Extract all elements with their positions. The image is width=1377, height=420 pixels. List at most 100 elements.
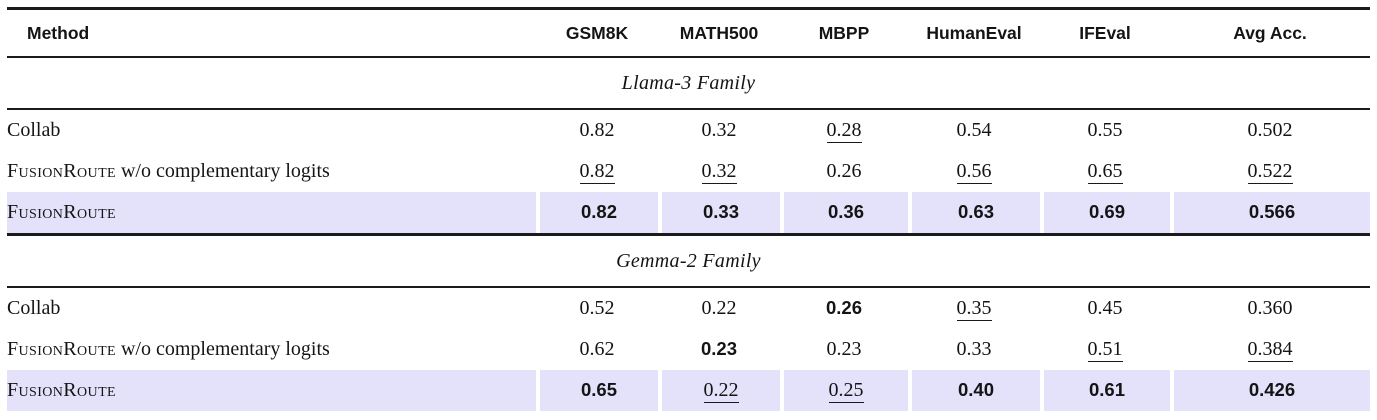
column-header-ifeval: IFEval: [1040, 7, 1170, 58]
value-cell: 0.52: [536, 288, 658, 329]
results-table: Method GSM8K MATH500 MBPP HumanEval IFEv…: [7, 7, 1370, 411]
value: 0.502: [1247, 119, 1293, 141]
value: 0.61: [1088, 379, 1125, 400]
value-cell: 0.26: [780, 151, 908, 192]
value: 0.384: [1247, 338, 1293, 362]
value-cell: 0.82: [536, 151, 658, 192]
value: 0.82: [580, 201, 617, 222]
value: 0.23: [700, 338, 737, 359]
value-cell: 0.51: [1040, 329, 1170, 370]
table-row: FusionRoute 0.82 0.33 0.36 0.63 0.69 0.566: [7, 192, 1370, 233]
section-header-row: Llama-3 Family: [7, 58, 1370, 110]
value-cell: 0.82: [536, 110, 658, 151]
value-cell: 0.23: [658, 329, 780, 370]
column-header-gsm8k: GSM8K: [536, 7, 658, 58]
value: 0.522: [1247, 160, 1293, 184]
value-cell: 0.25: [780, 370, 908, 411]
value: 0.65: [580, 379, 617, 400]
method-cell: Collab: [7, 110, 536, 151]
value-cell: 0.384: [1170, 329, 1370, 370]
paper-results-table-page: Method GSM8K MATH500 MBPP HumanEval IFEv…: [0, 7, 1377, 420]
column-header-method: Method: [7, 7, 536, 58]
value-cell: 0.22: [658, 288, 780, 329]
value: 0.33: [956, 338, 992, 360]
value-cell: 0.65: [1040, 151, 1170, 192]
method-label: w/o complementary logits: [115, 338, 330, 360]
value-cell: 0.522: [1170, 151, 1370, 192]
value-cell: 0.35: [908, 288, 1040, 329]
method-label: w/o complementary logits: [115, 160, 330, 182]
table-row: FusionRoute w/o complementary logits 0.82…: [7, 151, 1370, 192]
method-brand: FusionRoute: [7, 379, 116, 401]
value-cell: 0.23: [780, 329, 908, 370]
method-brand: FusionRoute: [7, 160, 116, 182]
value-cell: 0.360: [1170, 288, 1370, 329]
value-cell: 0.65: [536, 370, 658, 411]
value-cell: 0.26: [780, 288, 908, 329]
value-cell: 0.566: [1170, 192, 1370, 233]
value-cell: 0.33: [908, 329, 1040, 370]
header-row: Method GSM8K MATH500 MBPP HumanEval IFEv…: [7, 7, 1370, 58]
method-cell: Collab: [7, 288, 536, 329]
value-cell: 0.45: [1040, 288, 1170, 329]
table-row: FusionRoute w/o complementary logits 0.62…: [7, 329, 1370, 370]
value: 0.32: [701, 160, 737, 184]
value: 0.55: [1087, 119, 1123, 141]
column-header-mbpp: MBPP: [780, 7, 908, 58]
table-row: Collab 0.52 0.22 0.26 0.35 0.45 0.360: [7, 288, 1370, 329]
value: 0.22: [701, 297, 737, 319]
value: 0.25: [828, 379, 864, 403]
column-header-avg-acc: Avg Acc.: [1170, 7, 1370, 58]
value: 0.40: [957, 379, 994, 400]
value: 0.69: [1088, 201, 1125, 222]
value: 0.26: [825, 297, 862, 318]
section-header-row: Gemma-2 Family: [7, 233, 1370, 288]
method-cell: FusionRoute: [7, 370, 536, 411]
value-cell: 0.36: [780, 192, 908, 233]
value: 0.360: [1247, 297, 1293, 319]
value: 0.52: [579, 297, 615, 319]
value-cell: 0.54: [908, 110, 1040, 151]
value-cell: 0.82: [536, 192, 658, 233]
method-cell: FusionRoute w/o complementary logits: [7, 151, 536, 192]
method-brand: FusionRoute: [7, 201, 116, 223]
value: 0.82: [579, 119, 615, 141]
value: 0.22: [703, 379, 739, 403]
value: 0.51: [1087, 338, 1123, 362]
value-cell: 0.61: [1040, 370, 1170, 411]
value: 0.35: [956, 297, 992, 321]
value: 0.33: [702, 201, 739, 222]
value-cell: 0.62: [536, 329, 658, 370]
value: 0.426: [1248, 379, 1296, 400]
value-cell: 0.502: [1170, 110, 1370, 151]
value-cell: 0.22: [658, 370, 780, 411]
value-cell: 0.69: [1040, 192, 1170, 233]
value: 0.62: [579, 338, 615, 360]
value-cell: 0.63: [908, 192, 1040, 233]
column-header-math500: MATH500: [658, 7, 780, 58]
value: 0.82: [579, 160, 615, 184]
value-cell: 0.426: [1170, 370, 1370, 411]
section-title: Gemma-2 Family: [7, 233, 1370, 288]
value: 0.63: [957, 201, 994, 222]
method-cell: FusionRoute w/o complementary logits: [7, 329, 536, 370]
value: 0.45: [1087, 297, 1123, 319]
method-brand: FusionRoute: [7, 338, 116, 360]
method-cell: FusionRoute: [7, 192, 536, 233]
value: 0.36: [827, 201, 864, 222]
value-cell: 0.56: [908, 151, 1040, 192]
table-row: Collab 0.82 0.32 0.28 0.54 0.55 0.502: [7, 110, 1370, 151]
value: 0.23: [826, 338, 862, 360]
value-cell: 0.28: [780, 110, 908, 151]
value: 0.65: [1087, 160, 1123, 184]
value-cell: 0.32: [658, 110, 780, 151]
method-label: Collab: [7, 297, 61, 319]
value-cell: 0.33: [658, 192, 780, 233]
value: 0.56: [956, 160, 992, 184]
value-cell: 0.40: [908, 370, 1040, 411]
table-row: FusionRoute 0.65 0.22 0.25 0.40 0.61 0.426: [7, 370, 1370, 411]
section-title: Llama-3 Family: [7, 58, 1370, 110]
value: 0.28: [826, 119, 862, 143]
column-header-humaneval: HumanEval: [908, 7, 1040, 58]
value-cell: 0.32: [658, 151, 780, 192]
